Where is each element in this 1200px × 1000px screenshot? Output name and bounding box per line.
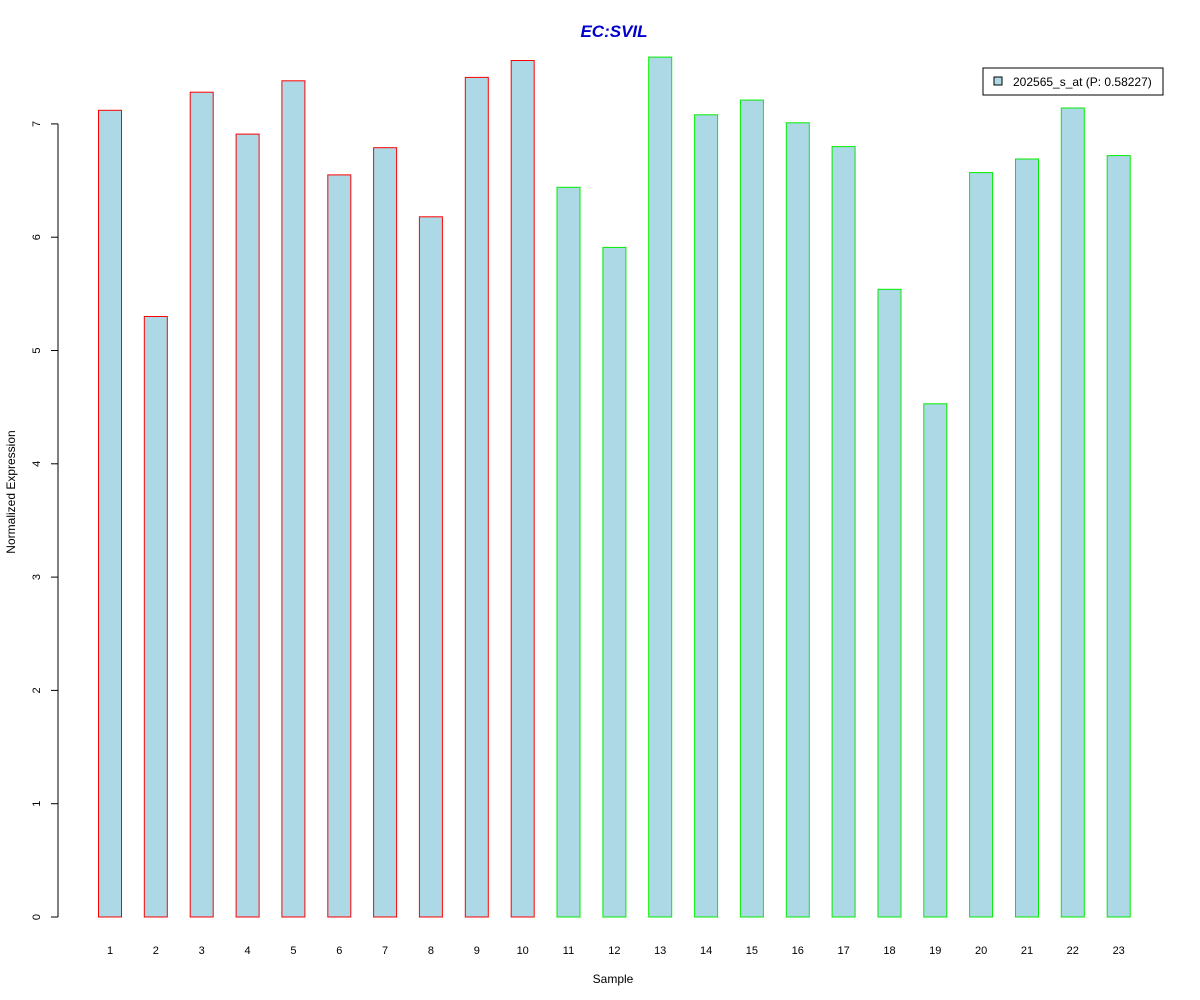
bar-sample-22	[1060, 107, 1085, 918]
x-axis-label: Sample	[593, 972, 634, 986]
y-axis-label: Normalized Expression	[4, 430, 18, 553]
x-tick-label: 1	[107, 945, 113, 957]
x-tick-label: 6	[336, 945, 342, 957]
legend-box	[982, 67, 1164, 96]
bar-sample-16	[785, 122, 810, 918]
legend-swatch	[993, 76, 1003, 86]
x-tick-label: 14	[700, 945, 712, 957]
legend-entry-label: 202565_s_at (P: 0.58227)	[1013, 75, 1152, 89]
legend: 202565_s_at (P: 0.58227)	[982, 67, 1164, 96]
x-tick-label: 20	[975, 945, 987, 957]
bar-sample-20	[969, 172, 994, 918]
x-axis-tick-labels: 1 2 3 4 5 6 7 8 9 10 11 12 13 14 15 16 17 18 19 20 21 22 23	[107, 945, 1125, 957]
bar-sample-15	[739, 99, 764, 918]
y-tick-label: 3	[31, 574, 43, 580]
x-tick-label: 16	[792, 945, 804, 957]
y-tick-label: 7	[31, 121, 43, 127]
bar-sample-21	[1015, 158, 1039, 918]
x-tick-label: 5	[290, 945, 296, 957]
x-tick-label: 11	[563, 945, 574, 957]
bar-sample-7	[373, 147, 398, 918]
bar-sample-8	[418, 216, 443, 918]
y-tick-label: 5	[31, 347, 43, 353]
x-tick-label: 21	[1021, 945, 1033, 957]
bar-sample-12	[602, 246, 627, 918]
bar-sample-17	[831, 146, 856, 918]
x-tick-label: 15	[746, 945, 758, 957]
x-tick-label: 3	[199, 945, 205, 957]
x-tick-label: 4	[245, 945, 251, 957]
y-tick-label: 1	[31, 801, 43, 807]
chart-title: EC:SVIL	[580, 22, 647, 41]
bars	[98, 56, 1131, 918]
x-tick-label: 19	[929, 945, 941, 957]
x-tick-label: 22	[1067, 945, 1079, 957]
x-tick-label: 9	[474, 945, 480, 957]
y-tick-label: 0	[31, 914, 43, 920]
bar-sample-14	[694, 114, 719, 918]
y-tick-label: 2	[31, 687, 43, 693]
bar-sample-19	[923, 403, 948, 918]
bar-sample-1	[98, 109, 122, 918]
y-axis: 0 1 2 3 4 5 6 7	[31, 121, 59, 920]
bar-sample-2	[143, 316, 168, 918]
bar-sample-5	[281, 80, 306, 918]
bar-sample-23	[1106, 155, 1131, 918]
y-tick-label: 4	[31, 461, 43, 467]
bar-sample-13	[648, 56, 673, 918]
x-tick-label: 23	[1113, 945, 1125, 957]
x-tick-label: 17	[837, 945, 849, 957]
x-tick-label: 10	[517, 945, 529, 957]
bar-sample-18	[877, 288, 902, 918]
x-tick-label: 8	[428, 945, 434, 957]
y-tick-label: 6	[31, 234, 43, 240]
bar-sample-4	[235, 133, 260, 918]
bar-sample-11	[556, 186, 581, 918]
x-tick-label: 13	[654, 945, 666, 957]
x-tick-label: 12	[608, 945, 620, 957]
bar-sample-9	[464, 76, 489, 918]
x-tick-label: 2	[153, 945, 159, 957]
bar-sample-3	[189, 91, 214, 918]
x-tick-label: 7	[382, 945, 388, 957]
bar-sample-10	[510, 60, 535, 918]
x-tick-label: 18	[883, 945, 895, 957]
bar-sample-6	[327, 174, 352, 918]
